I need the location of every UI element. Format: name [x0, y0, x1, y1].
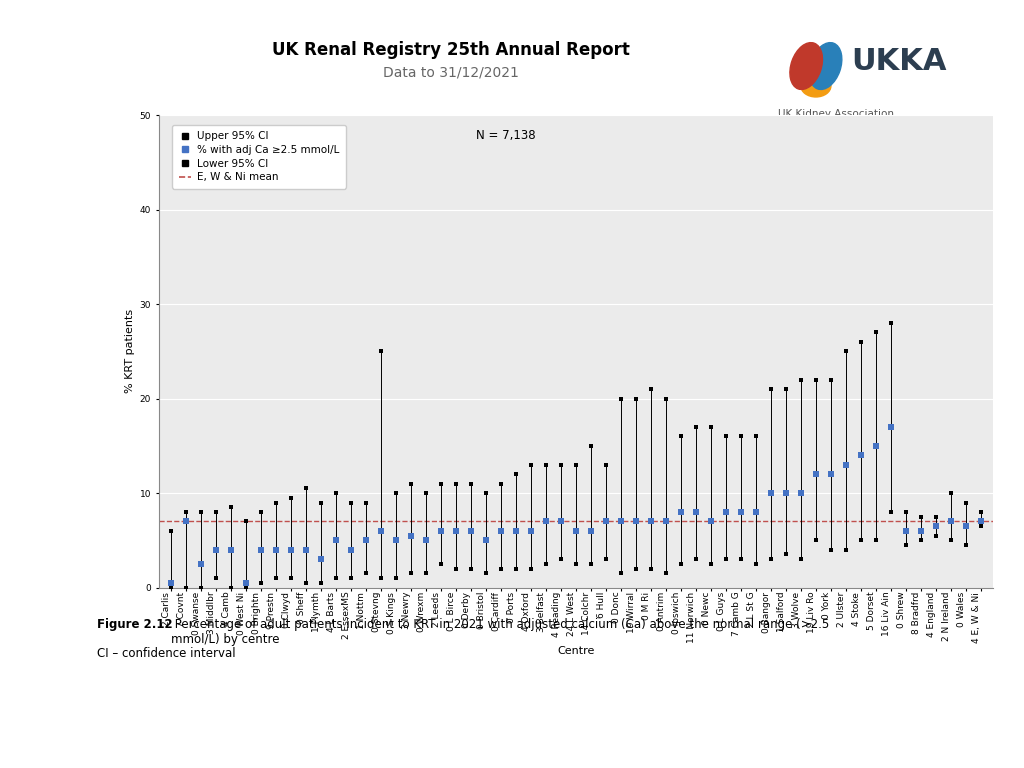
Ellipse shape [790, 42, 822, 90]
Text: UK Kidney Association: UK Kidney Association [778, 108, 894, 118]
Ellipse shape [809, 42, 842, 90]
Y-axis label: % KRT patients: % KRT patients [125, 310, 135, 393]
Text: Figure 2.12: Figure 2.12 [97, 618, 173, 631]
Legend: Upper 95% CI, % with adj Ca ≥2.5 mmol/L, Lower 95% CI, E, W & Ni mean: Upper 95% CI, % with adj Ca ≥2.5 mmol/L,… [172, 125, 346, 189]
Text: N = 7,138: N = 7,138 [476, 129, 536, 142]
Text: Data to 31/12/2021: Data to 31/12/2021 [383, 66, 518, 80]
X-axis label: Centre: Centre [557, 646, 595, 656]
Ellipse shape [801, 75, 830, 97]
Text: Percentage of adult patients incident to KRT in 2021 with adjusted calcium (Ca) : Percentage of adult patients incident to… [171, 618, 829, 646]
Text: CI – confidence interval: CI – confidence interval [97, 647, 236, 660]
Text: UK Renal Registry 25th Annual Report: UK Renal Registry 25th Annual Report [271, 41, 630, 59]
Text: UKKA: UKKA [851, 47, 947, 76]
